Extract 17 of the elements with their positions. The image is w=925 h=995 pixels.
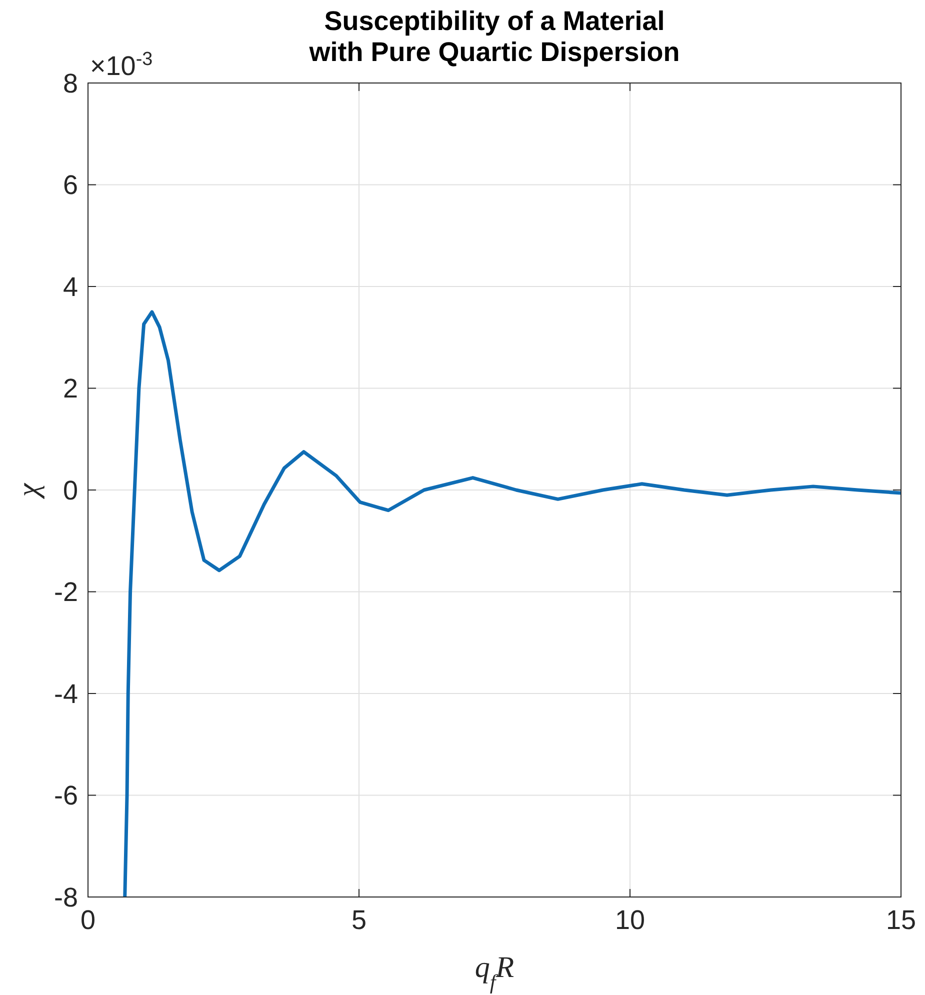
y-tick-label: 8 — [62, 68, 78, 98]
y-tick-label: -2 — [54, 577, 78, 608]
y-tick-label: 6 — [62, 170, 78, 200]
y-axis-title: χ — [12, 482, 45, 500]
y-tick-label: -4 — [54, 678, 78, 709]
line-series — [123, 310, 901, 897]
text: ×10$^{-3}$ — [90, 48, 153, 81]
chart-title: Susceptibility of a Material with Pure Quartic Dispersion — [308, 6, 680, 67]
x-tick-label: 5 — [351, 905, 367, 935]
y-tick-label: -8 — [54, 882, 78, 912]
x-tick-label: 15 — [886, 905, 916, 935]
y-tick-label: 4 — [62, 272, 78, 302]
x-tick-label: 10 — [614, 905, 646, 935]
y-tick-label: 0 — [62, 475, 78, 506]
y-tick-label: 2 — [62, 374, 78, 404]
y-tick-label: -6 — [54, 780, 78, 811]
x-axis-title: q$_{f}$R — [474, 951, 514, 994]
